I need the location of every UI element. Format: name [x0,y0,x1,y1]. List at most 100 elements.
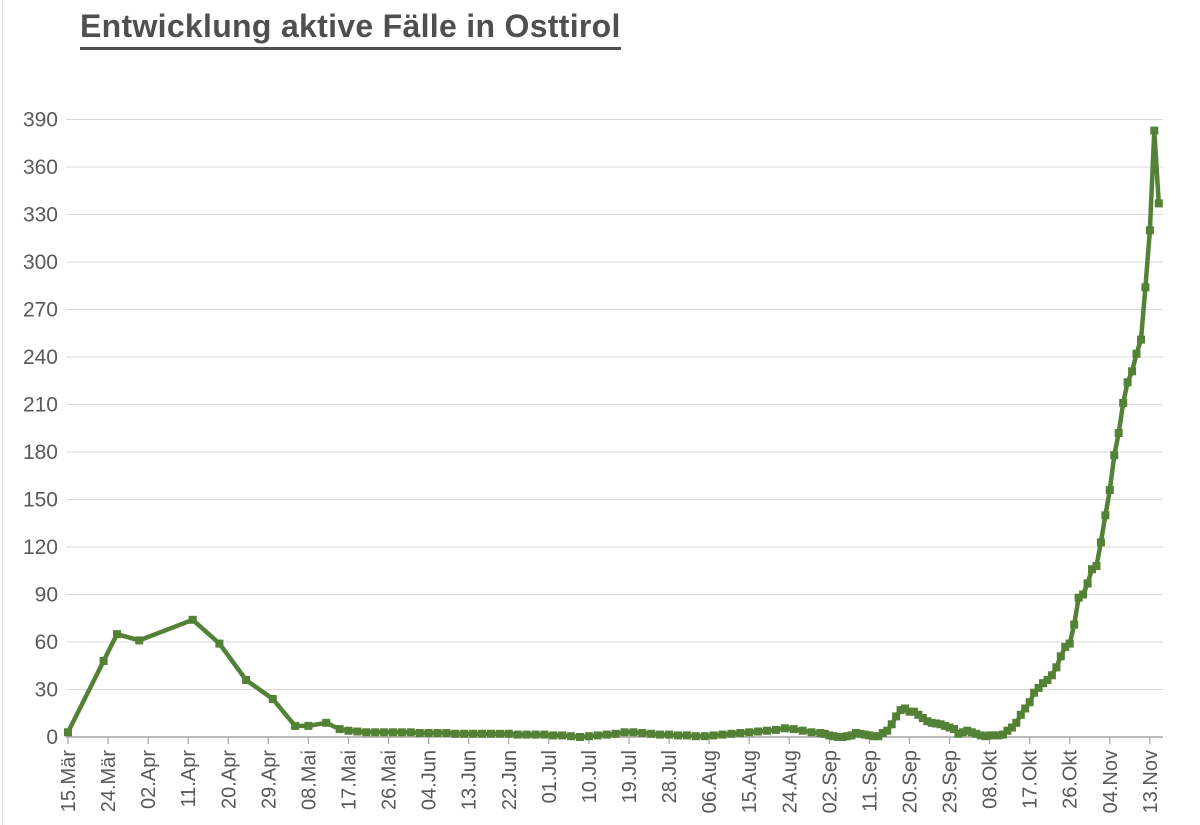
data-point-marker [771,725,780,734]
data-point-marker [1043,676,1052,684]
data-point-marker [353,727,362,736]
x-axis-label: 11.Sep [859,750,881,812]
data-point-marker [878,729,887,737]
data-point-marker [1132,349,1141,358]
x-axis-label: 24.Aug [779,750,801,813]
data-point-marker [1074,593,1083,602]
data-point-marker [763,726,771,735]
data-point-marker [487,729,495,738]
data-point-marker [834,733,843,741]
data-point-marker [638,729,647,737]
data-point-marker [941,721,950,730]
x-axis-label: 29.Sep [940,750,962,813]
data-point-marker [709,731,718,740]
data-point-marker [1039,679,1047,688]
data-point-marker [1105,486,1114,494]
data-point-marker [433,729,442,737]
data-point-marker [847,731,856,740]
data-point-marker [736,729,745,737]
data-point-marker [478,729,487,738]
data-point-marker [656,730,665,739]
x-axis-label: 10.Jul [579,750,601,803]
y-axis-label: 150 [23,489,58,512]
x-axis-label: 15.Aug [739,750,761,813]
y-axis-label: 270 [23,299,58,322]
data-point-marker [344,726,353,735]
data-series-line [65,128,1162,740]
data-point-marker [745,728,754,737]
data-point-marker [883,726,892,735]
data-point-marker [584,732,593,741]
data-point-marker [1083,579,1092,588]
data-point-marker [371,728,380,737]
x-axis-label: 19.Jul [619,750,641,803]
data-point-marker [1065,639,1074,648]
x-axis-label: 22.Jun [499,750,521,810]
data-point-marker [1088,565,1096,574]
data-point-marker [914,710,923,719]
x-axis-label: 08.Okt [980,750,1002,809]
data-point-marker [905,707,914,716]
data-point-marker [958,728,967,737]
data-point-marker [380,728,389,737]
data-point-marker [1128,367,1137,376]
data-point-marker [691,732,700,741]
data-point-marker [64,728,72,737]
data-point-marker [1154,199,1163,208]
data-point-marker [460,729,469,738]
data-point-marker [558,731,567,740]
data-point-marker [963,726,972,735]
data-point-marker [531,730,540,739]
data-point-marker [540,730,549,739]
chart-area-left-border [2,0,3,825]
data-point-marker [389,728,397,737]
data-point-marker [896,706,905,715]
data-point-marker [1137,335,1145,344]
data-point-marker [1119,398,1128,407]
data-point-marker [1070,620,1079,629]
data-point-marker [990,731,999,740]
x-axis-label: 08.Mai [298,750,320,810]
data-point-marker [843,732,852,741]
x-axis-label: 28.Jul [659,750,681,803]
data-point-marker [665,730,673,739]
x-axis-label: 20.Sep [899,750,921,813]
data-point-marker [927,718,936,727]
data-point-marker [999,730,1007,739]
data-point-marker [1034,683,1043,692]
data-point-marker [567,732,576,741]
data-point-marker [829,732,838,741]
x-axis-label: 29.Apr [258,750,280,809]
y-axis-label: 390 [23,109,58,132]
data-point-marker [99,657,108,665]
data-point-marker [1047,671,1056,680]
y-axis-label: 0 [46,726,58,749]
data-point-marker [113,630,121,639]
x-axis-label: 01.Jul [539,750,561,803]
y-axis-label: 180 [23,441,58,464]
data-point-marker [838,733,847,741]
data-point-marker [972,729,981,738]
data-point-marker [1150,126,1159,135]
data-point-marker [976,731,985,740]
data-point-marker [727,729,736,738]
y-axis-label: 60 [35,631,58,654]
data-point-marker [304,721,313,730]
data-point-marker [798,726,807,735]
data-point-marker [576,733,584,741]
data-point-marker [718,730,727,739]
data-point-marker [442,729,451,737]
data-point-marker [629,728,638,737]
data-point-marker [335,725,344,734]
chart-title-text: Entwicklung aktive Fälle in Osttirol [80,8,621,50]
data-point-marker [994,731,1003,740]
data-point-marker [1092,562,1101,570]
data-point-marker [469,729,478,738]
data-point-marker [985,731,994,740]
data-point-marker [522,730,531,739]
x-axis-label: 02.Apr [138,750,160,809]
data-point-marker [869,732,878,741]
data-point-marker [362,728,371,737]
y-axis-labels: 0 30 60 90 120 150 180 210 240 270 300 330 360 390 [23,109,58,749]
